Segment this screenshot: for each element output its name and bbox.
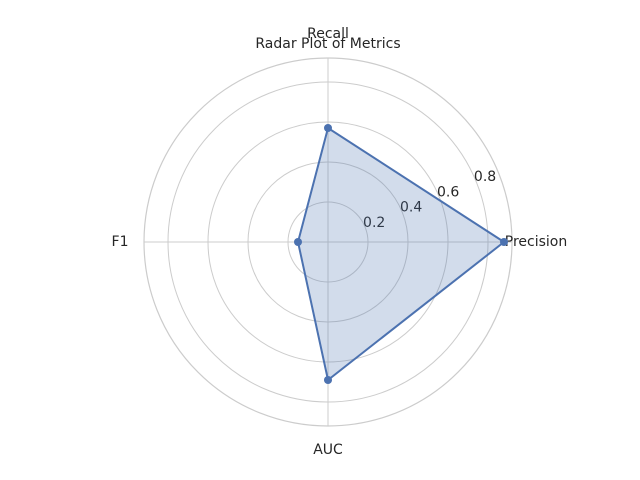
point (294, 238, 302, 246)
r-tick-label: 0.2 (363, 215, 385, 231)
point (500, 238, 508, 246)
chart-title: Radar Plot of Metrics (255, 36, 400, 52)
point (324, 376, 332, 384)
grid: 0.2 0.4 0.6 0.8 Precision Recall F1 AUC (112, 26, 568, 458)
category-label: AUC (313, 442, 343, 458)
area (298, 128, 504, 380)
category-label: F1 (112, 234, 129, 250)
category-label: Recall (307, 26, 349, 42)
r-tick-label: 0.6 (437, 184, 459, 200)
point (324, 124, 332, 132)
r-tick-label: 0.4 (400, 200, 422, 216)
r-tick-label: 0.8 (474, 169, 496, 185)
category-label: Precision (505, 234, 567, 250)
marks (294, 124, 508, 384)
